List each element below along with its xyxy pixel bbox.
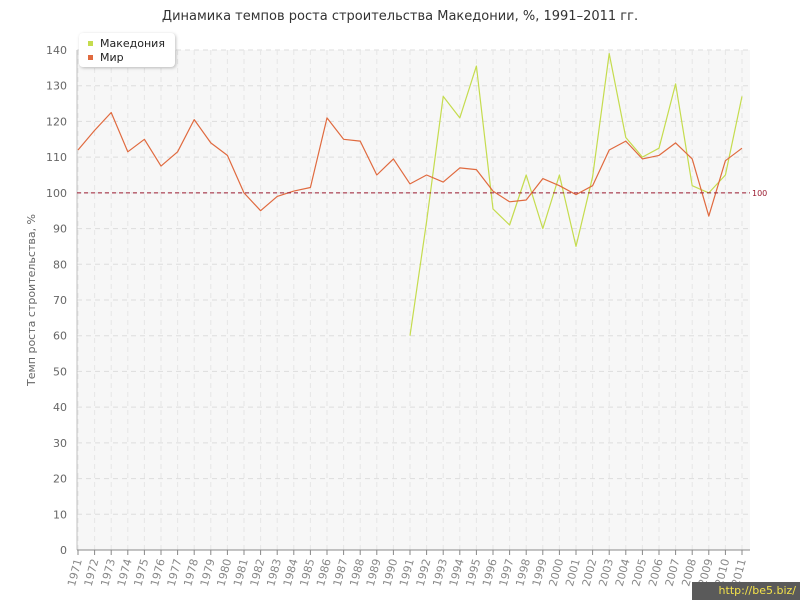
y-tick-label: 70 (53, 294, 67, 307)
series-line-world (77, 111, 743, 217)
legend-item-world[interactable]: Мир (88, 51, 124, 64)
y-tick-label: 40 (53, 401, 67, 414)
y-tick-label: 30 (53, 437, 67, 450)
legend-swatch-world (88, 55, 93, 60)
series-line-macedonia (409, 52, 743, 336)
y-tick-label: 0 (60, 544, 67, 557)
chart-title: Динамика темпов роста строительства Маке… (161, 9, 639, 24)
y-tick-label: 100 (46, 187, 67, 200)
reference-line-label: 100 (752, 189, 767, 198)
y-tick-label: 140 (46, 44, 67, 57)
y-tick-label: 120 (46, 115, 67, 128)
watermark-link[interactable]: http://be5.biz/ (692, 582, 800, 600)
y-axis-title: Темп роста строительства, % (25, 214, 38, 387)
reference-line-group: 100 (77, 189, 767, 198)
y-tick-label: 90 (53, 223, 67, 236)
legend-swatch-macedonia (88, 41, 93, 46)
legend: Македония Мир (79, 33, 175, 67)
legend-item-macedonia[interactable]: Македония (88, 37, 165, 50)
y-tick-label: 130 (46, 80, 67, 93)
legend-label-macedonia: Македония (100, 37, 165, 50)
y-tick-label: 110 (46, 151, 67, 164)
y-tick-label: 50 (53, 365, 67, 378)
series-lines (77, 52, 743, 336)
axes: 0102030405060708090100110120130140197119… (46, 44, 750, 588)
legend-label-world: Мир (100, 51, 124, 64)
y-tick-label: 20 (53, 473, 67, 486)
y-tick-label: 80 (53, 258, 67, 271)
y-tick-label: 10 (53, 508, 67, 521)
y-tick-label: 60 (53, 330, 67, 343)
